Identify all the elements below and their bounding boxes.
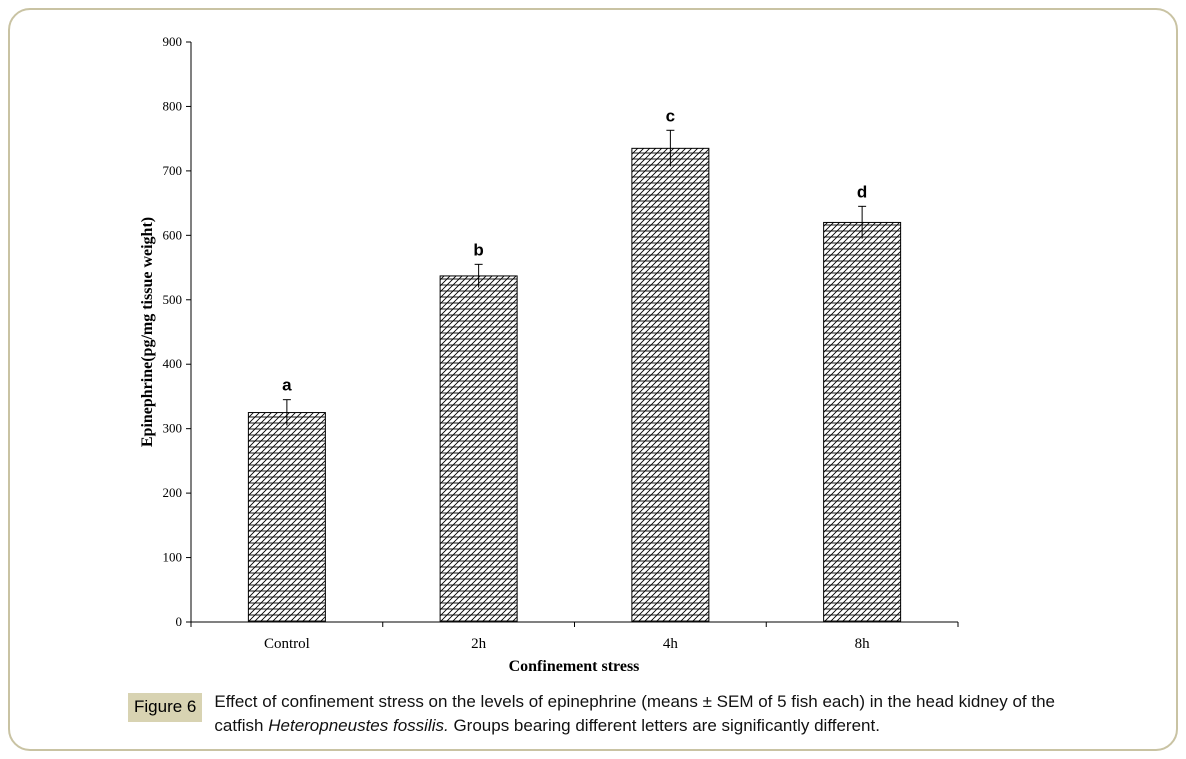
- y-tick-label: 300: [163, 421, 183, 436]
- y-tick-label: 800: [163, 98, 183, 113]
- bar: [439, 275, 518, 623]
- x-tick-label: Control: [264, 636, 310, 652]
- bar: [823, 221, 902, 623]
- y-tick-label: 100: [163, 550, 183, 565]
- bar: [247, 412, 326, 623]
- significance-letter: b: [473, 240, 483, 259]
- y-tick-label: 900: [163, 34, 183, 49]
- x-tick-label: 4h: [663, 636, 679, 652]
- y-axis: 0 100 200 300 400 500 600 700 800 900: [163, 34, 192, 629]
- y-axis-label: Epinephrine(pg/mg tissue weight): [139, 217, 156, 447]
- x-axis-label: Confinement stress: [509, 658, 640, 675]
- y-tick-label: 600: [163, 227, 183, 242]
- figure-label: Figure 6: [128, 693, 203, 722]
- bar-chart: 0 100 200 300 400 500 600 700 800 900 Control 2h 4h…: [139, 34, 959, 675]
- caption-text-after: Groups bearing different letters are sig…: [448, 716, 880, 735]
- x-tick-label: 2h: [471, 636, 487, 652]
- figure-caption: Figure 6 Effect of confinement stress on…: [128, 690, 1088, 738]
- y-tick-label: 200: [163, 485, 183, 500]
- significance-letter: d: [857, 182, 867, 201]
- x-tick-label: 8h: [855, 636, 871, 652]
- figure-frame: [8, 8, 1178, 751]
- x-axis: Control 2h 4h 8h: [190, 621, 959, 652]
- significance-letter: a: [282, 376, 292, 395]
- significance-letter: c: [666, 106, 675, 125]
- y-tick-label: 500: [163, 292, 183, 307]
- bar: [631, 147, 710, 623]
- y-tick-label: 400: [163, 356, 183, 371]
- caption-text: Effect of confinement stress on the leve…: [214, 690, 1088, 738]
- bars-group: a b c d: [247, 106, 902, 623]
- caption-text-before: Effect of confinement stress on the leve…: [214, 692, 1055, 735]
- y-tick-label: 700: [163, 163, 183, 178]
- caption-species: Heteropneustes fossilis.: [268, 716, 449, 735]
- y-tick-label: 0: [176, 614, 183, 629]
